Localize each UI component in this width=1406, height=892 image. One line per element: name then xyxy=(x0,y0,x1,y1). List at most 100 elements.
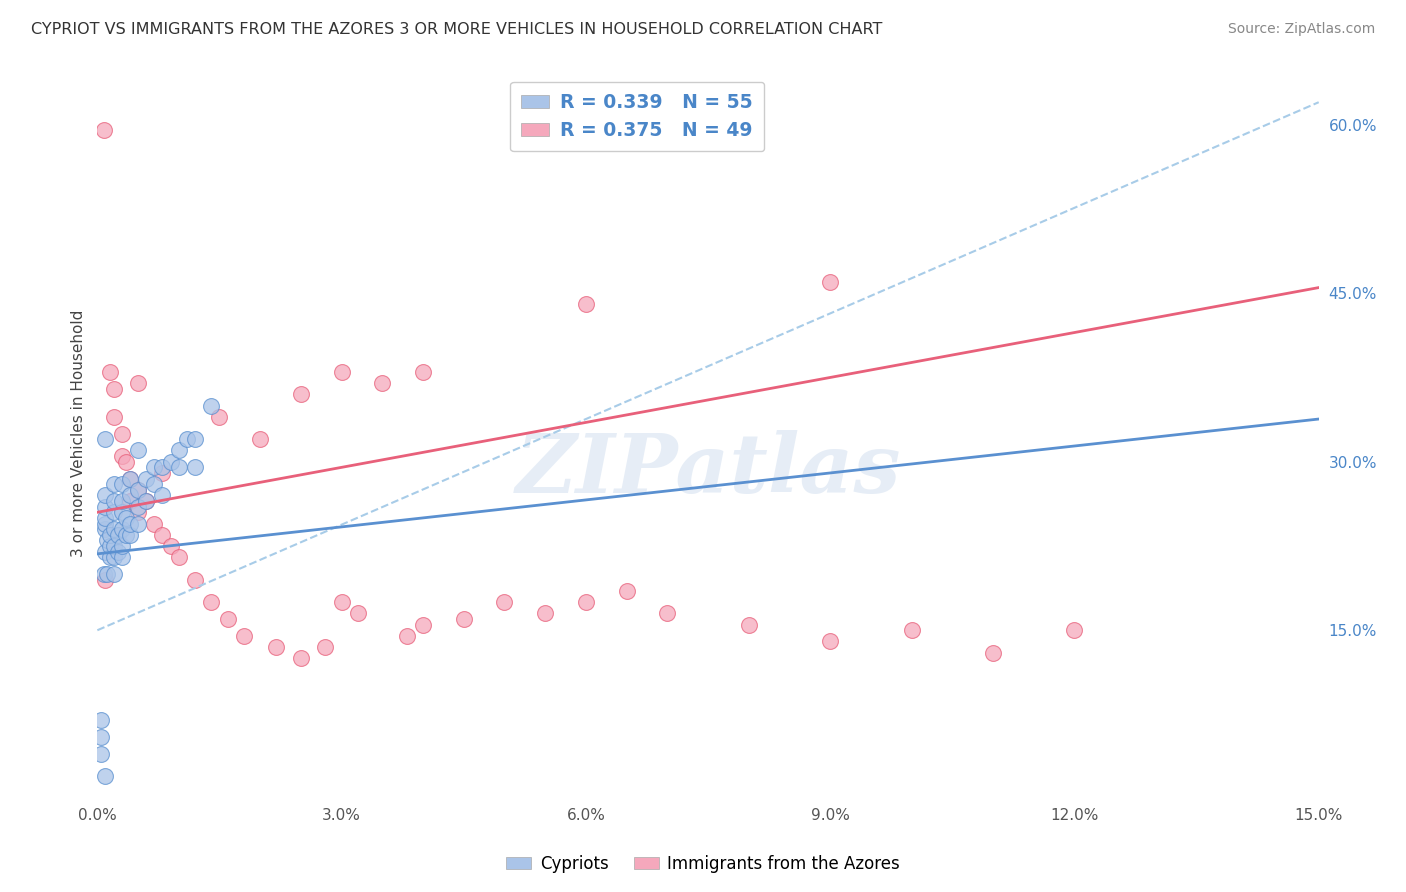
Point xyxy=(818,634,841,648)
Point xyxy=(159,539,181,553)
Point xyxy=(111,477,134,491)
Point xyxy=(347,607,370,621)
Point xyxy=(98,550,121,565)
Point xyxy=(118,488,141,502)
Point xyxy=(266,640,288,654)
Point xyxy=(118,472,141,486)
Point xyxy=(94,769,117,783)
Point xyxy=(103,477,125,491)
Point xyxy=(103,567,125,582)
Point xyxy=(107,527,129,541)
Point xyxy=(981,646,1004,660)
Point xyxy=(184,432,207,446)
Point xyxy=(94,516,117,531)
Point xyxy=(94,573,117,587)
Point xyxy=(290,387,312,401)
Point xyxy=(90,713,112,727)
Point xyxy=(176,432,198,446)
Point xyxy=(90,730,112,744)
Point xyxy=(152,527,174,541)
Point xyxy=(167,460,190,475)
Point xyxy=(115,511,138,525)
Point xyxy=(167,443,190,458)
Point xyxy=(371,376,394,390)
Point xyxy=(143,460,166,475)
Point xyxy=(314,640,336,654)
Point xyxy=(152,460,174,475)
Point xyxy=(127,483,149,497)
Point xyxy=(94,544,117,558)
Point xyxy=(127,483,149,497)
Point xyxy=(167,550,190,565)
Point xyxy=(118,472,141,486)
Point xyxy=(94,511,117,525)
Point xyxy=(118,494,141,508)
Point xyxy=(111,494,134,508)
Point xyxy=(94,522,117,536)
Point xyxy=(135,494,157,508)
Point xyxy=(152,488,174,502)
Point xyxy=(818,275,841,289)
Point xyxy=(208,409,231,424)
Point xyxy=(98,539,121,553)
Point xyxy=(94,488,117,502)
Point xyxy=(534,607,557,621)
Text: Source: ZipAtlas.com: Source: ZipAtlas.com xyxy=(1227,22,1375,37)
Point xyxy=(184,460,207,475)
Point xyxy=(93,123,115,137)
Point xyxy=(127,505,149,519)
Point xyxy=(90,747,112,761)
Point xyxy=(98,365,121,379)
Point xyxy=(127,500,149,514)
Legend: R = 0.339   N = 55, R = 0.375   N = 49: R = 0.339 N = 55, R = 0.375 N = 49 xyxy=(510,81,765,152)
Point xyxy=(96,533,118,548)
Point xyxy=(98,527,121,541)
Point xyxy=(96,567,118,582)
Point xyxy=(200,595,222,609)
Text: ZIPatlas: ZIPatlas xyxy=(515,430,901,510)
Point xyxy=(330,595,353,609)
Point xyxy=(115,455,138,469)
Point xyxy=(111,505,134,519)
Text: CYPRIOT VS IMMIGRANTS FROM THE AZORES 3 OR MORE VEHICLES IN HOUSEHOLD CORRELATIO: CYPRIOT VS IMMIGRANTS FROM THE AZORES 3 … xyxy=(31,22,883,37)
Legend: Cypriots, Immigrants from the Azores: Cypriots, Immigrants from the Azores xyxy=(499,848,907,880)
Point xyxy=(127,443,149,458)
Point xyxy=(494,595,516,609)
Point xyxy=(412,617,434,632)
Point xyxy=(395,629,418,643)
Point xyxy=(94,500,117,514)
Point xyxy=(111,550,134,565)
Point xyxy=(118,516,141,531)
Point xyxy=(412,365,434,379)
Point xyxy=(159,455,181,469)
Point xyxy=(93,567,115,582)
Point xyxy=(900,624,922,638)
Point xyxy=(143,477,166,491)
Point xyxy=(107,544,129,558)
Point xyxy=(127,516,149,531)
Point xyxy=(217,612,239,626)
Point xyxy=(103,494,125,508)
Point xyxy=(1063,624,1085,638)
Point xyxy=(657,607,679,621)
Point xyxy=(453,612,475,626)
Point xyxy=(575,297,598,311)
Point xyxy=(115,527,138,541)
Point xyxy=(330,365,353,379)
Point xyxy=(103,522,125,536)
Point xyxy=(152,466,174,480)
Point xyxy=(232,629,254,643)
Point xyxy=(290,651,312,665)
Point xyxy=(94,432,117,446)
Point xyxy=(249,432,271,446)
Point xyxy=(184,573,207,587)
Point xyxy=(616,583,638,598)
Point xyxy=(200,399,222,413)
Point xyxy=(103,505,125,519)
Point xyxy=(111,522,134,536)
Point xyxy=(111,449,134,463)
Point xyxy=(127,376,149,390)
Point xyxy=(111,539,134,553)
Point xyxy=(575,595,598,609)
Point xyxy=(103,550,125,565)
